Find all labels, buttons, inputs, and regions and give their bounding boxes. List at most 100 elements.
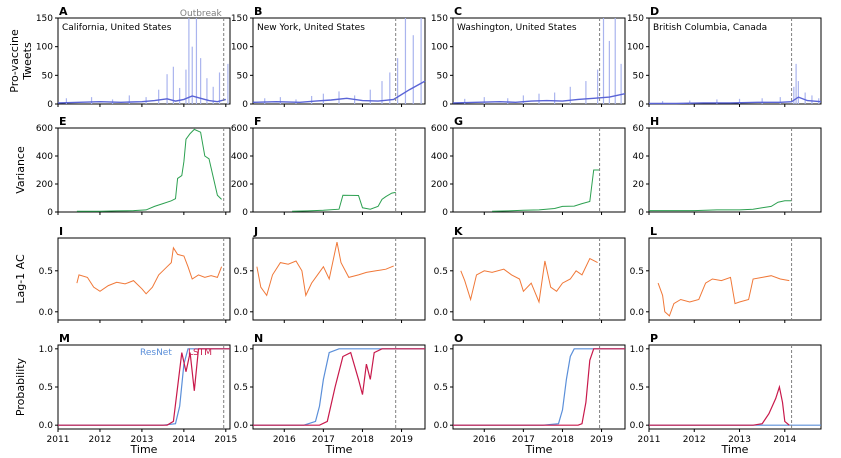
tweets-smooth-line-c0-tweets bbox=[57, 95, 226, 104]
panel-letter-c2-lag1: K bbox=[454, 225, 463, 238]
ytick-label-c3-variance: 20 bbox=[633, 180, 645, 190]
ytick-label-c0-prob: 0.0 bbox=[39, 421, 54, 431]
axes-frame-c0-variance bbox=[57, 127, 231, 213]
ytick-label-c2-variance: 400 bbox=[431, 152, 448, 162]
xtick-label-c0-prob: 2012 bbox=[88, 435, 111, 445]
tweets-smooth-line-c3-tweets bbox=[649, 96, 822, 105]
lag1-line-c0-lag1 bbox=[76, 246, 223, 295]
resnet-line-c0-prob bbox=[58, 348, 230, 426]
xtick-label-c2-prob: 2016 bbox=[473, 435, 496, 445]
ytick-label-c0-variance: 0 bbox=[47, 208, 53, 218]
panel-letter-c3-tweets: D bbox=[650, 5, 659, 18]
ytick-label-c2-lag1: 0.0 bbox=[434, 308, 449, 318]
ytick-label-c0-tweets: 0 bbox=[47, 100, 53, 110]
ytick-label-c3-lag1: 0.0 bbox=[630, 308, 645, 318]
ytick-label-c2-prob: 0.0 bbox=[434, 421, 449, 431]
xlabel-c3: Time bbox=[721, 443, 749, 456]
legend-lstm: LSTM bbox=[188, 348, 212, 358]
xtick-label-c0-prob: 2014 bbox=[172, 435, 195, 445]
ytick-label-c1-tweets: 150 bbox=[231, 14, 248, 24]
ytick-label-c1-lag1: 0.0 bbox=[234, 308, 249, 318]
region-label-c0: California, United States bbox=[62, 23, 172, 33]
ytick-label-c2-lag1: 0.5 bbox=[434, 267, 448, 277]
region-label-c2: Washington, United States bbox=[457, 23, 577, 33]
lag1-line-c1-lag1 bbox=[256, 241, 394, 298]
panel-letter-c0-prob: M bbox=[59, 332, 70, 345]
xtick-label-c1-prob: 2016 bbox=[273, 435, 296, 445]
region-label-c3: British Columbia, Canada bbox=[653, 23, 767, 33]
ytick-label-c0-prob: 1.0 bbox=[39, 345, 54, 355]
ytick-label-c3-tweets: 50 bbox=[633, 71, 645, 81]
xtick-label-c3-prob: 2011 bbox=[638, 435, 661, 445]
xlabel-c1: Time bbox=[325, 443, 353, 456]
ytick-label-c1-variance: 400 bbox=[231, 152, 248, 162]
xtick-label-c0-prob: 2011 bbox=[47, 435, 70, 445]
ytick-label-c1-tweets: 100 bbox=[231, 43, 248, 53]
ytick-label-c0-lag1: 0.5 bbox=[39, 267, 53, 277]
ytick-label-c3-variance: 40 bbox=[633, 152, 645, 162]
ytick-label-c3-prob: 0.5 bbox=[630, 383, 644, 393]
ytick-label-c0-variance: 200 bbox=[36, 180, 53, 190]
ytick-label-c0-variance: 600 bbox=[36, 124, 53, 134]
xtick-label-c1-prob: 2017 bbox=[312, 435, 335, 445]
panel-letter-c1-lag1: J bbox=[253, 225, 258, 238]
axes-frame-c3-variance bbox=[648, 127, 822, 213]
ytick-label-c1-prob: 1.0 bbox=[234, 345, 249, 355]
xlabel-c0: Time bbox=[130, 443, 158, 456]
xtick-label-c2-prob: 2018 bbox=[551, 435, 574, 445]
lag1-line-c2-lag1 bbox=[460, 257, 598, 304]
xtick-label-c0-prob: 2013 bbox=[130, 435, 153, 445]
ylabel-prob-0: Probability bbox=[14, 357, 27, 416]
axes-frame-c1-prob bbox=[252, 344, 426, 430]
lag1-line-c3-lag1 bbox=[657, 275, 790, 317]
panel-letter-c1-prob: N bbox=[254, 332, 263, 345]
ytick-label-c3-tweets: 100 bbox=[627, 43, 644, 53]
ytick-label-c3-lag1: 0.5 bbox=[630, 267, 644, 277]
ytick-label-c2-tweets: 50 bbox=[437, 71, 449, 81]
ytick-label-c1-variance: 600 bbox=[231, 124, 248, 134]
variance-line-c1-variance bbox=[292, 191, 396, 212]
axes-frame-c1-variance bbox=[252, 127, 426, 213]
ytick-label-c0-prob: 0.5 bbox=[39, 383, 53, 393]
ytick-label-c0-tweets: 150 bbox=[36, 14, 53, 24]
axes-frame-c2-variance bbox=[452, 127, 626, 213]
xtick-label-c0-prob: 2015 bbox=[214, 435, 237, 445]
axes-frame-c3-lag1 bbox=[648, 237, 822, 321]
ytick-label-c1-lag1: 0.5 bbox=[234, 267, 248, 277]
lstm-line-c1-prob bbox=[253, 348, 425, 426]
lstm-line-c3-prob bbox=[649, 384, 790, 426]
variance-line-c3-variance bbox=[649, 200, 792, 212]
axes-frame-c3-prob bbox=[648, 344, 822, 430]
ytick-label-c1-tweets: 50 bbox=[237, 71, 249, 81]
xtick-label-c3-prob: 2012 bbox=[683, 435, 706, 445]
variance-line-c0-variance bbox=[76, 128, 222, 212]
ylabel-variance-0: Variance bbox=[14, 146, 27, 194]
panel-letter-c3-prob: P bbox=[650, 332, 658, 345]
panel-letter-c2-prob: O bbox=[454, 332, 463, 345]
legend-resnet: ResNet bbox=[140, 348, 172, 358]
ytick-label-c1-variance: 0 bbox=[242, 208, 248, 218]
region-label-c1: New York, United States bbox=[257, 23, 365, 33]
ytick-label-c1-tweets: 0 bbox=[242, 100, 248, 110]
ytick-label-c2-variance: 600 bbox=[431, 124, 448, 134]
resnet-line-c1-prob bbox=[253, 348, 425, 426]
panel-letter-c1-tweets: B bbox=[254, 5, 262, 18]
ytick-label-c2-variance: 200 bbox=[431, 180, 448, 190]
lstm-line-c2-prob bbox=[453, 348, 625, 426]
tweets-smooth-line-c2-tweets bbox=[452, 93, 626, 104]
panel-letter-c1-variance: F bbox=[254, 115, 262, 128]
ylabel-lag1-0: Lag-1 AC bbox=[14, 254, 27, 304]
xtick-label-c3-prob: 2013 bbox=[728, 435, 751, 445]
variance-line-c2-variance bbox=[492, 169, 600, 212]
panel-letter-c0-lag1: I bbox=[59, 225, 63, 238]
ylabel-tweets-1: Tweets bbox=[21, 42, 34, 81]
ytick-label-c3-variance: 60 bbox=[633, 124, 645, 134]
xtick-label-c3-prob: 2014 bbox=[773, 435, 796, 445]
panel-letter-c2-variance: G bbox=[454, 115, 463, 128]
xtick-label-c2-prob: 2017 bbox=[512, 435, 535, 445]
ytick-label-c2-tweets: 100 bbox=[431, 43, 448, 53]
ytick-label-c3-tweets: 150 bbox=[627, 14, 644, 24]
xtick-label-c1-prob: 2019 bbox=[390, 435, 413, 445]
axes-frame-c1-lag1 bbox=[252, 237, 426, 321]
